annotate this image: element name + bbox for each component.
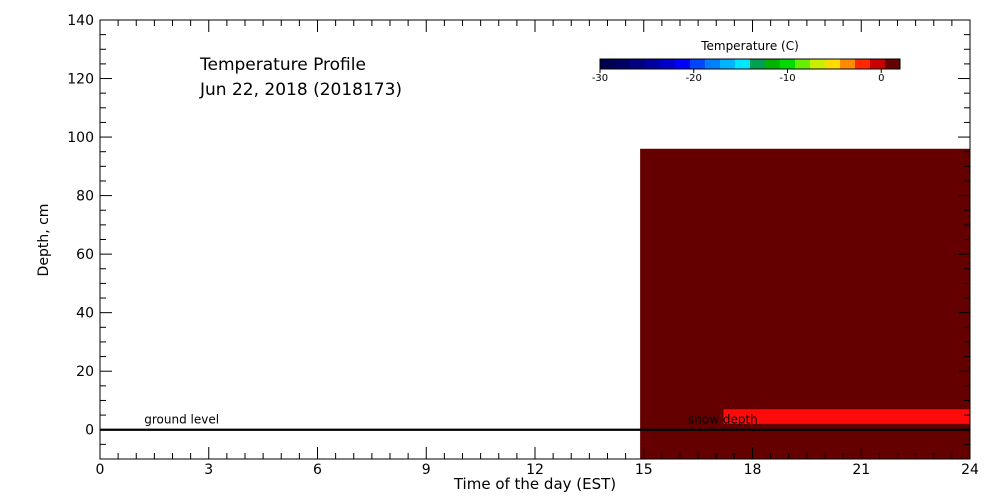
y-tick-label: 0 xyxy=(85,423,94,439)
y-tick-label: 100 xyxy=(67,130,94,146)
colorbar-tick-label: -20 xyxy=(686,73,702,84)
x-tick-label: 3 xyxy=(204,462,213,478)
x-tick-label: 9 xyxy=(422,462,431,478)
colorbar-swatch xyxy=(630,59,646,69)
x-tick-label: 18 xyxy=(744,462,762,478)
y-tick-label: 120 xyxy=(67,72,94,88)
y-tick-label: 60 xyxy=(76,247,94,263)
colorbar-swatch xyxy=(765,59,781,69)
colorbar-swatch xyxy=(825,59,841,69)
colorbar-swatch xyxy=(675,59,691,69)
colorbar-swatch xyxy=(840,59,856,69)
x-tick-label: 12 xyxy=(526,462,544,478)
colorbar-swatch xyxy=(645,59,661,69)
heatmap-cell-0 xyxy=(640,148,970,460)
colorbar-swatch xyxy=(855,59,871,69)
reference-line-label-0: ground level xyxy=(144,413,219,427)
colorbar-swatch xyxy=(750,59,766,69)
reference-lines: ground level snow depth xyxy=(100,413,970,431)
x-tick-label: 21 xyxy=(852,462,870,478)
colorbar-tick-label: 0 xyxy=(878,73,884,84)
axis-ticks xyxy=(99,19,971,460)
colorbar-swatch xyxy=(705,59,721,69)
axis-tick-labels: 0 3 6 9 12 15 18 21 24 0 20 40 60 80 100 120 140 xyxy=(67,13,979,478)
x-tick-label: 15 xyxy=(635,462,653,478)
x-tick-label: 24 xyxy=(961,462,979,478)
heatmap-cell-1 xyxy=(723,409,970,424)
colorbar-title: Temperature (C) xyxy=(700,39,799,53)
y-tick-label: 80 xyxy=(76,189,94,205)
reference-line-label-1: snow depth xyxy=(688,413,758,427)
colorbar-tick-label: -10 xyxy=(779,73,795,84)
colorbar-frame xyxy=(599,58,901,70)
colorbar-swatch xyxy=(615,59,631,69)
colorbar-swatch xyxy=(600,59,616,69)
colorbar-swatch xyxy=(690,59,706,69)
y-tick-label: 40 xyxy=(76,306,94,322)
x-tick-label: 0 xyxy=(96,462,105,478)
colorbar-swatch xyxy=(720,59,736,69)
chart-title-line1: Temperature Profile xyxy=(199,55,366,75)
x-tick-label: 6 xyxy=(313,462,322,478)
heatmap-cells xyxy=(640,148,970,460)
colorbar-tick-label: -30 xyxy=(592,73,608,84)
colorbar-swatch xyxy=(795,59,811,69)
colorbar: -30 -20 -10 0 xyxy=(592,58,901,84)
colorbar-swatch xyxy=(780,59,796,69)
colorbar-swatch xyxy=(660,59,676,69)
colorbar-swatch xyxy=(735,59,751,69)
y-tick-label: 20 xyxy=(76,364,94,380)
y-axis-label: Depth, cm xyxy=(36,204,52,277)
colorbar-swatch xyxy=(870,59,886,69)
chart-title-line2: Jun 22, 2018 (2018173) xyxy=(199,80,402,100)
colorbar-swatch xyxy=(810,59,826,69)
colorbar-swatch xyxy=(885,59,901,69)
y-tick-label: 140 xyxy=(67,13,94,29)
x-axis-label: Time of the day (EST) xyxy=(453,475,616,493)
